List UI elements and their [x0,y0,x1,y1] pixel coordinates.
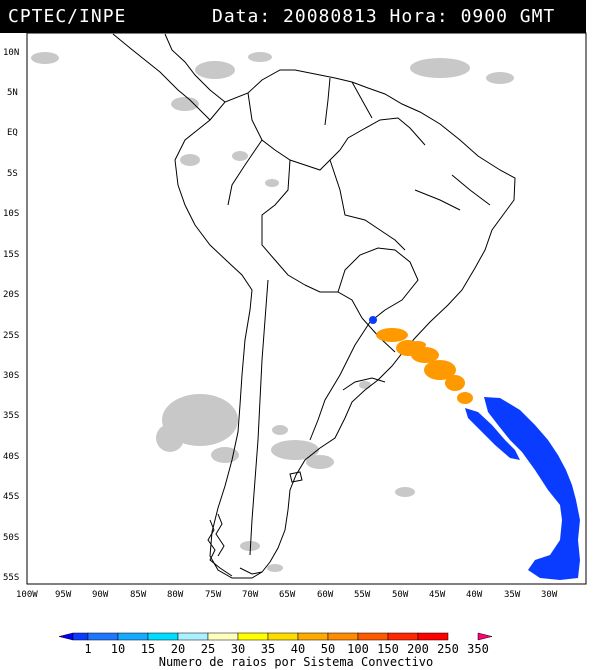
lat-label: 50S [3,533,19,543]
colorbar-segment [327,632,359,641]
lat-label: 45S [3,492,19,502]
lat-label: 25S [3,331,19,341]
colorbar-segment [237,632,269,641]
datetime-label: Data: 20080813 Hora: 0900 GMT [212,6,556,27]
archipelago [207,513,263,577]
lon-label: 55W [354,590,371,600]
colorbar-label: 200 [407,642,429,656]
colorbar-segment [207,632,239,641]
lon-label: 65W [279,590,296,600]
colorbar-caption: Numero de raios por Sistema Convectivo [159,655,434,669]
lon-label: 75W [205,590,222,600]
colorbar-segment [357,632,389,641]
colorbar-segment [58,632,74,641]
map-frame [26,32,587,585]
lat-label: 55S [3,573,19,583]
colorbar-segment [177,632,209,641]
colorbar-label: 250 [437,642,459,656]
colorbar-label: 150 [377,642,399,656]
lon-label: 40W [466,590,483,600]
lon-label: 95W [55,590,72,600]
colorbar-label: 30 [231,642,245,656]
lon-label: 45W [429,590,446,600]
colorbar-segment [417,632,449,641]
longitude-labels: 100W 95W 90W 85W 80W 75W 70W 65W 60W 55W… [16,590,558,600]
colorbar-segment [147,632,179,641]
colorbar-label: 40 [291,642,305,656]
coastlines [112,33,516,579]
lon-label: 80W [167,590,184,600]
colorbar-label: 25 [201,642,215,656]
colorbar-segment [297,632,329,641]
colorbar-label: 20 [171,642,185,656]
colorbar-segment [477,632,493,641]
lat-label: 40S [3,452,19,462]
colorbar-segment [87,632,119,641]
lat-label: 5N [7,88,18,98]
colorbar-label: 100 [347,642,369,656]
lon-label: 60W [317,590,334,600]
lon-label: 30W [541,590,558,600]
colorbar-label: 350 [467,642,489,656]
colorbar-segment [117,632,149,641]
lat-label: 5S [7,169,18,179]
lon-label: 35W [504,590,521,600]
lat-label: 10S [3,209,19,219]
cloud-cover [31,52,514,572]
colorbar-label: 15 [141,642,155,656]
source-label: CPTEC/INPE [8,6,127,27]
lon-label: 90W [92,590,109,600]
lon-label: 50W [392,590,409,600]
falkland-islands [289,471,303,483]
colorbar-labels: 1 10 15 20 25 30 35 40 50 100 150 200 25… [84,642,488,656]
lightning-blue [369,316,580,580]
map-header: CPTEC/INPE Data: 20080813 Hora: 0900 GMT [0,0,586,33]
lon-label: 70W [242,590,259,600]
latitude-labels: 10N 5N EQ 5S 10S 15S 20S 25S 30S 35S 40S… [3,48,19,583]
colorbar-label: 1 [84,642,91,656]
colorbar-label: 10 [111,642,125,656]
lon-label: 100W [16,590,38,600]
lat-label: 35S [3,411,19,421]
colorbar-segment [72,632,89,641]
lat-label: 20S [3,290,19,300]
colorbar [58,632,493,641]
colorbar-label: 50 [321,642,335,656]
lightning-orange [376,328,473,404]
colorbar-label: 35 [261,642,275,656]
lon-label: 85W [130,590,147,600]
lat-label: 10N [3,48,19,58]
lat-label: 30S [3,371,19,381]
colorbar-segment [387,632,419,641]
colorbar-segment [267,632,299,641]
lat-label: 15S [3,250,19,260]
lat-label: EQ [7,128,18,138]
